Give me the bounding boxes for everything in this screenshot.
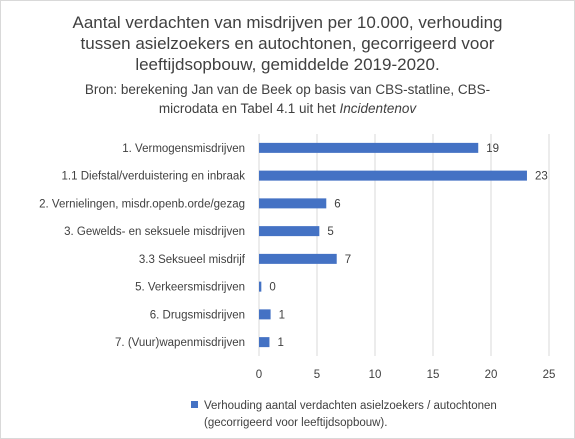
data-label-2: 23 xyxy=(535,171,548,183)
bars xyxy=(259,142,527,348)
bar-3 xyxy=(259,198,327,209)
x-tick-label-0: 0 xyxy=(256,369,262,381)
legend: Verhouding aantal verdachten asielzoeker… xyxy=(191,400,497,429)
x-tick-label-10: 10 xyxy=(369,369,382,381)
category-label-6: 5. Verkeersmisdrijven xyxy=(135,282,245,294)
bar-2 xyxy=(259,170,527,181)
subtitle-line-2-prefix: microdata en Tabel 4.1 uit het xyxy=(158,101,340,116)
x-tick-label-20: 20 xyxy=(485,369,498,381)
title-line-1: Aantal verdachten van misdrijven per 10.… xyxy=(72,13,503,32)
data-label-4: 5 xyxy=(327,226,333,238)
data-label-7: 1 xyxy=(279,309,285,321)
category-label-7: 6. Drugsmisdrijven xyxy=(150,309,245,321)
category-label-1: 1. Vermogensmisdrijven xyxy=(122,143,245,155)
category-label-3: 2. Vernielingen, misdr.openb.orde/gezag xyxy=(39,198,245,210)
category-label-5: 3.3 Seksueel misdrijf xyxy=(139,254,246,266)
data-label-1: 19 xyxy=(486,143,499,155)
x-tick-label-5: 5 xyxy=(314,369,320,381)
chart-title: Aantal verdachten van misdrijven per 10.… xyxy=(21,12,554,75)
bar-4 xyxy=(259,226,320,237)
bar-1 xyxy=(259,142,479,153)
legend-label-line-1: Verhouding aantal verdachten asielzoeker… xyxy=(204,400,497,412)
data-label-8: 1 xyxy=(277,337,283,349)
x-tick-label-25: 25 xyxy=(543,369,556,381)
bar-5 xyxy=(259,253,337,264)
category-label-2: 1.1 Diefstal/verduistering en inbraak xyxy=(62,171,246,183)
title-line-2: tussen asielzoekers en autochtonen, geco… xyxy=(80,34,495,53)
data-label-5: 7 xyxy=(345,254,351,266)
x-axis-ticks: 0 5 10 15 20 25 xyxy=(256,369,556,381)
data-label-6: 0 xyxy=(269,282,275,294)
subtitle-line-1: Bron: berekening Jan van de Beek op basi… xyxy=(84,82,491,97)
legend-label-line-2: (gecorrigeerd voor leeftijdsopbouw). xyxy=(204,417,387,429)
chart-subtitle: Bron: berekening Jan van de Beek op basi… xyxy=(21,80,554,118)
bar-8 xyxy=(259,337,270,348)
data-labels: 19 23 6 5 7 0 1 1 xyxy=(269,143,547,349)
gridlines xyxy=(258,134,550,356)
data-label-3: 6 xyxy=(334,198,340,210)
category-label-4: 3. Gewelds- en seksuele misdrijven xyxy=(64,226,245,238)
category-labels: 1. Vermogensmisdrijven 1.1 Diefstal/verdu… xyxy=(39,143,246,349)
x-tick-label-15: 15 xyxy=(427,369,440,381)
bar-7 xyxy=(259,309,271,320)
legend-swatch xyxy=(191,401,198,408)
title-line-3: leeftijdsopbouw, gemiddelde 2019-2020. xyxy=(135,55,440,74)
category-label-8: 7. (Vuur)wapenmisdrijven xyxy=(115,337,245,349)
subtitle-line-2-italic: Incidentenov xyxy=(339,101,417,116)
bar-6 xyxy=(259,281,262,292)
